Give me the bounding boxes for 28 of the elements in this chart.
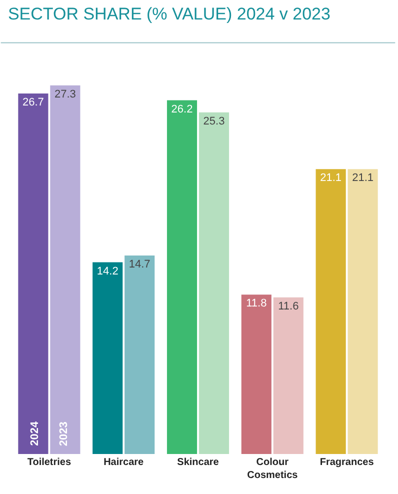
bar	[348, 169, 378, 454]
data-label: 21.1	[320, 172, 342, 184]
bar	[50, 85, 80, 454]
x-tick-label: Toiletries	[27, 457, 72, 468]
bar	[316, 169, 346, 454]
data-label: 26.2	[171, 103, 193, 116]
data-label: 25.3	[203, 115, 225, 128]
data-label: 14.2	[96, 265, 118, 278]
bar	[124, 256, 155, 454]
bar	[92, 262, 123, 454]
x-tick-label: Colour Cosmetics	[247, 457, 298, 481]
bar	[166, 100, 198, 454]
data-label: 21.1	[352, 172, 374, 184]
x-tick-label: Haircare	[104, 457, 144, 468]
series-label: 2023	[58, 422, 70, 446]
data-label: 27.3	[54, 88, 76, 100]
data-label: 11.6	[278, 300, 299, 312]
bar	[18, 94, 48, 454]
x-tick-label: Fragrances	[320, 457, 374, 468]
chart-title: SECTOR SHARE (% VALUE) 2024 v 2023	[8, 4, 330, 24]
data-label: 26.7	[22, 96, 44, 108]
data-label: 11.8	[246, 298, 267, 310]
series-label: 2024	[28, 420, 41, 446]
bar	[198, 112, 230, 454]
data-label: 14.7	[128, 258, 150, 271]
bar	[241, 294, 272, 454]
x-tick-label: Skincare	[177, 457, 220, 468]
bar	[273, 297, 304, 454]
